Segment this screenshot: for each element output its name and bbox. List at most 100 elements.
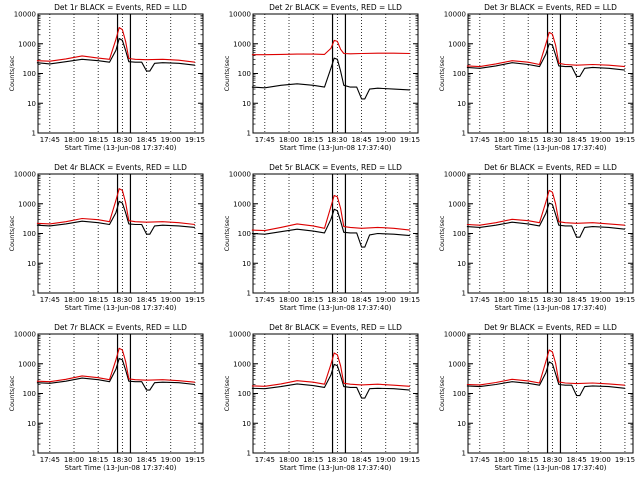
x-tick-label: 18:45 [351, 296, 371, 304]
x-axis-label: Start Time (13-Jun-08 17:37:40) [495, 464, 607, 472]
x-tick-label: 18:30 [112, 456, 132, 464]
y-tick-label: 10 [27, 420, 36, 428]
x-tick-label: 17:45 [40, 136, 60, 144]
series-line-lld [36, 347, 195, 383]
x-tick-label: 18:15 [88, 136, 108, 144]
x-tick-label: 19:00 [161, 296, 181, 304]
x-tick-label: 19:15 [185, 296, 205, 304]
y-tick-label: 1000 [448, 200, 466, 208]
x-tick-label: 17:45 [40, 456, 60, 464]
y-tick-label: 10 [457, 100, 466, 108]
x-tick-label: 18:15 [88, 456, 108, 464]
series-line-events [36, 357, 195, 391]
panel-title: Det 9r BLACK = Events, RED = LLD [484, 323, 617, 332]
y-tick-label: 1 [462, 130, 466, 138]
y-tick-label: 100 [23, 230, 36, 238]
x-tick-label: 18:15 [303, 136, 323, 144]
x-tick-label: 18:30 [112, 136, 132, 144]
y-tick-label: 10 [457, 260, 466, 268]
y-tick-label: 100 [23, 70, 36, 78]
series-line-events [466, 361, 625, 397]
series-line-events [251, 208, 410, 248]
y-axis-label: Counts/sec [438, 55, 446, 91]
y-tick-label: 1000 [448, 40, 466, 48]
x-axis-label: Start Time (13-Jun-08 17:37:40) [65, 144, 177, 152]
y-tick-label: 10 [242, 420, 251, 428]
x-axis-label: Start Time (13-Jun-08 17:37:40) [280, 464, 392, 472]
x-tick-label: 17:45 [470, 136, 490, 144]
x-tick-label: 17:45 [255, 136, 275, 144]
x-tick-label: 18:45 [351, 456, 371, 464]
y-tick-label: 1000 [233, 200, 251, 208]
y-axis-label: Counts/sec [438, 215, 446, 251]
x-tick-label: 18:45 [351, 136, 371, 144]
x-tick-label: 17:45 [470, 456, 490, 464]
y-tick-label: 100 [238, 230, 251, 238]
plot-frame [467, 13, 634, 134]
x-tick-label: 18:45 [136, 296, 156, 304]
series-line-lld [466, 31, 625, 68]
x-tick-label: 18:30 [542, 136, 562, 144]
detector-panel: 17:45 18:00 18:15 18:30 18:45 19:00 19:15 1 10 10… [438, 163, 635, 312]
y-tick-label: 1000 [18, 40, 36, 48]
detector-panel: 17:45 18:00 18:15 18:30 18:45 19:00 19:15 1 10 10… [223, 3, 420, 152]
y-tick-label: 10 [242, 100, 251, 108]
series-line-events [36, 37, 195, 72]
y-tick-label: 100 [238, 70, 251, 78]
panel-title: Det 6r BLACK = Events, RED = LLD [484, 163, 617, 172]
x-tick-label: 18:00 [279, 136, 299, 144]
y-tick-label: 10000 [14, 331, 36, 339]
series-line-events [251, 57, 410, 100]
y-tick-label: 10000 [444, 11, 466, 19]
x-tick-label: 18:15 [88, 296, 108, 304]
x-tick-label: 19:15 [400, 136, 420, 144]
panel-title: Det 7r BLACK = Events, RED = LLD [54, 323, 187, 332]
y-tick-label: 10 [27, 260, 36, 268]
plot-frame [37, 333, 204, 454]
y-axis-label: Counts/sec [438, 375, 446, 411]
y-tick-label: 10000 [444, 171, 466, 179]
panel-title: Det 3r BLACK = Events, RED = LLD [484, 3, 617, 12]
y-tick-label: 10 [27, 100, 36, 108]
plot-frame [37, 13, 204, 134]
x-axis-label: Start Time (13-Jun-08 17:37:40) [495, 304, 607, 312]
detector-panel: 17:45 18:00 18:15 18:30 18:45 19:00 19:15 1 10 10… [8, 3, 205, 152]
x-tick-label: 18:00 [279, 456, 299, 464]
plot-frame [467, 173, 634, 294]
y-tick-label: 100 [453, 70, 466, 78]
y-tick-label: 10000 [229, 11, 251, 19]
x-tick-label: 19:00 [161, 136, 181, 144]
y-tick-label: 10 [457, 420, 466, 428]
y-axis-label: Counts/sec [8, 215, 16, 251]
x-tick-label: 18:00 [494, 296, 514, 304]
x-tick-label: 19:15 [615, 456, 635, 464]
detector-panel: 17:45 18:00 18:15 18:30 18:45 19:00 19:15 1 10 10… [223, 163, 420, 312]
series-line-lld [36, 188, 195, 226]
panel-title: Det 5r BLACK = Events, RED = LLD [269, 163, 402, 172]
x-tick-label: 18:15 [303, 456, 323, 464]
x-tick-label: 19:00 [376, 136, 396, 144]
y-tick-label: 10 [242, 260, 251, 268]
plot-frame [37, 173, 204, 294]
x-tick-label: 19:15 [185, 456, 205, 464]
x-axis-label: Start Time (13-Jun-08 17:37:40) [65, 304, 177, 312]
x-tick-label: 19:15 [615, 296, 635, 304]
series-line-events [36, 200, 195, 235]
detector-panel: 17:45 18:00 18:15 18:30 18:45 19:00 19:15 1 10 10… [438, 323, 635, 472]
x-tick-label: 18:45 [566, 296, 586, 304]
x-tick-label: 19:00 [376, 456, 396, 464]
y-tick-label: 1 [462, 450, 466, 458]
series-line-events [466, 43, 625, 77]
y-axis-label: Counts/sec [8, 375, 16, 411]
x-axis-label: Start Time (13-Jun-08 17:37:40) [280, 304, 392, 312]
x-tick-label: 18:45 [566, 456, 586, 464]
y-tick-label: 1000 [233, 360, 251, 368]
x-tick-label: 17:45 [255, 456, 275, 464]
plot-frame [252, 173, 419, 294]
x-tick-label: 18:00 [64, 296, 84, 304]
y-axis-label: Counts/sec [223, 215, 231, 251]
panel-title: Det 8r BLACK = Events, RED = LLD [269, 323, 402, 332]
plot-frame [467, 333, 634, 454]
x-tick-label: 18:45 [136, 136, 156, 144]
